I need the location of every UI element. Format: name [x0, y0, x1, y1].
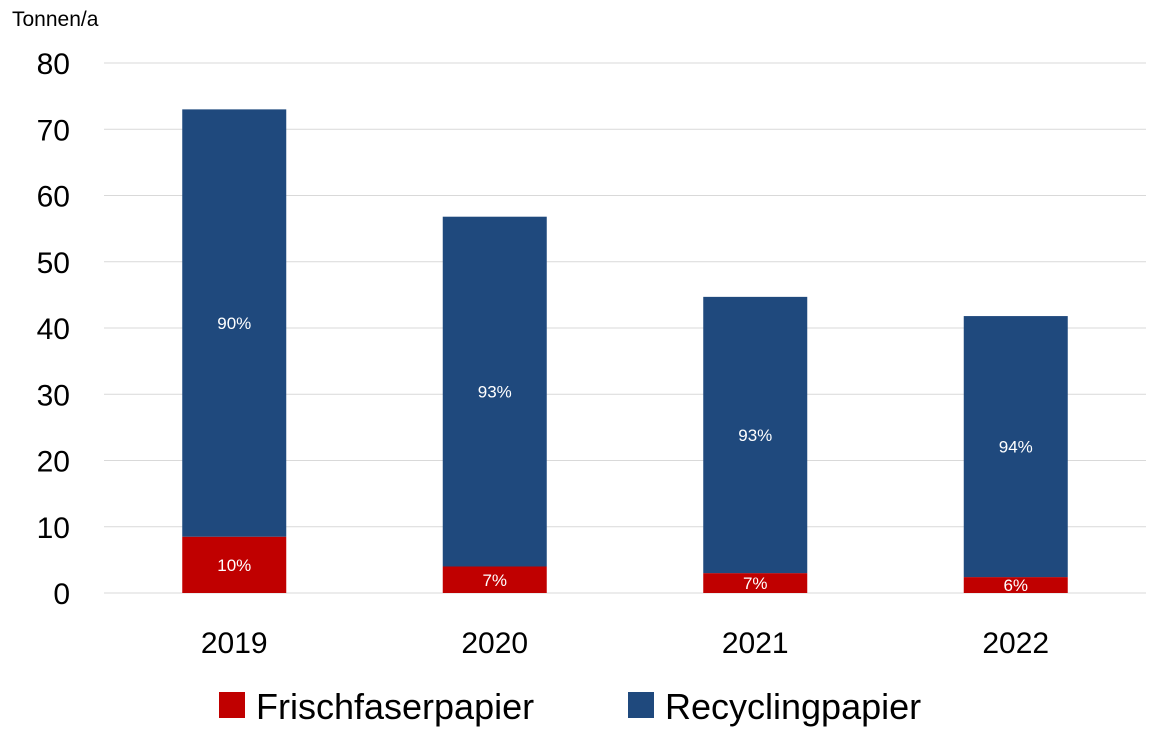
bar-recyclingpapier-2019: [182, 109, 287, 537]
bar-frischfaserpapier-2021: [703, 573, 808, 593]
data-label: 6%: [1003, 576, 1028, 595]
y-tick-label: 50: [37, 247, 70, 280]
y-tick-label: 20: [37, 446, 70, 479]
legend: Frischfaserpapier Recyclingpapier: [219, 686, 921, 727]
bar-frischfaserpapier-2022: [963, 577, 1068, 593]
y-axis-ticks: 0 10 20 30 40 50 60 70 80: [37, 48, 70, 611]
x-tick-label: 2021: [722, 627, 789, 660]
data-label: 93%: [478, 383, 512, 402]
bar-frischfaserpapier-2020: [442, 566, 547, 593]
bar-recyclingpapier-2020: [442, 216, 547, 567]
data-label: 94%: [999, 438, 1033, 457]
bars: 10% 90% 7% 93% 7% 93% 6% 94%: [182, 109, 1068, 595]
y-tick-label: 40: [37, 313, 70, 346]
bar-recyclingpapier-2022: [963, 316, 1068, 578]
data-label: 93%: [738, 426, 772, 445]
y-tick-label: 0: [53, 578, 70, 611]
bar-frischfaserpapier-2019: [182, 536, 287, 593]
y-tick-label: 30: [37, 379, 70, 412]
data-label: 90%: [217, 314, 251, 333]
data-label: 10%: [217, 556, 251, 575]
y-tick-label: 60: [37, 181, 70, 214]
y-tick-label: 10: [37, 512, 70, 545]
y-tick-label: 70: [37, 114, 70, 147]
legend-label-frischfaserpapier: Frischfaserpapier: [256, 686, 534, 727]
x-tick-label: 2019: [201, 627, 268, 660]
y-tick-label: 80: [37, 48, 70, 81]
legend-swatch-recyclingpapier: [628, 692, 654, 718]
bar-recyclingpapier-2021: [703, 296, 808, 574]
x-axis-ticks: 2019 2020 2021 2022: [201, 627, 1049, 660]
x-tick-label: 2020: [461, 627, 528, 660]
data-label: 7%: [482, 571, 507, 590]
data-label: 7%: [743, 574, 768, 593]
y-axis-label: Tonnen/a: [12, 8, 99, 31]
x-tick-label: 2022: [982, 627, 1049, 660]
legend-label-recyclingpapier: Recyclingpapier: [665, 686, 921, 727]
legend-swatch-frischfaserpapier: [219, 692, 245, 718]
